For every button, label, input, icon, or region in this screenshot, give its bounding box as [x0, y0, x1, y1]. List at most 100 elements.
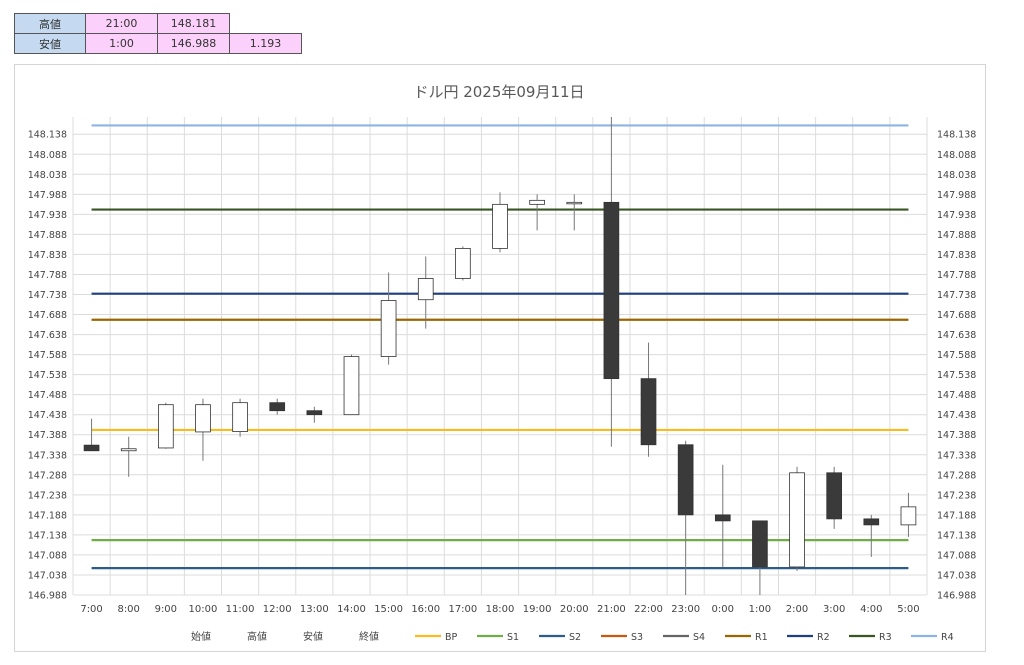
legend-label: R3: [879, 632, 892, 643]
y-tick-label-left: 146.988: [28, 591, 67, 602]
candlestick-chart: ドル円 2025年09月11日 148.138 148.138 148.088 148…: [28, 83, 977, 643]
x-tick-label: 8:00: [117, 604, 139, 615]
y-tick-label-right: 147.488: [937, 390, 976, 401]
x-tick-label: 20:00: [560, 604, 589, 615]
x-tick-label: 3:00: [823, 604, 845, 615]
candle-body: [157, 404, 174, 449]
y-tick-label-right: 147.738: [937, 290, 976, 301]
legend-label: 安値: [303, 630, 323, 643]
x-tick-label: 22:00: [634, 604, 663, 615]
candle-body: [232, 402, 248, 432]
candle-body: [83, 444, 100, 452]
y-tick-label-left: 147.738: [28, 290, 67, 301]
candle-body: [677, 444, 694, 516]
candle-body: [789, 472, 805, 568]
legend-label: 高値: [247, 630, 267, 643]
summary-extra: [230, 14, 302, 34]
x-tick-label: 9:00: [155, 604, 177, 615]
y-tick-label-right: 148.038: [937, 170, 976, 181]
x-tick-label: 15:00: [374, 604, 403, 615]
y-tick-label-left: 147.188: [28, 510, 67, 521]
y-tick-label-right: 147.188: [937, 510, 976, 521]
y-tick-label-left: 147.888: [28, 230, 67, 241]
legend-label: 終値: [359, 630, 379, 643]
x-tick-label: 17:00: [448, 604, 477, 615]
y-tick-label-left: 147.688: [28, 310, 67, 321]
y-tick-label-left: 147.338: [28, 450, 67, 461]
x-tick-label: 5:00: [897, 604, 919, 615]
y-tick-label-left: 147.588: [28, 350, 67, 361]
y-tick-label-right: 147.938: [937, 210, 976, 221]
candle-body: [640, 378, 657, 446]
y-tick-label-left: 147.388: [28, 430, 67, 441]
x-tick-label: 10:00: [189, 604, 218, 615]
y-tick-label-left: 147.988: [28, 190, 67, 201]
legend-label: BP: [445, 632, 458, 643]
summary-label: 安値: [14, 33, 86, 54]
y-tick-label-left: 147.288: [28, 470, 67, 481]
x-tick-label: 19:00: [523, 604, 552, 615]
y-tick-label-left: 147.538: [28, 370, 67, 381]
y-tick-label-right: 146.988: [937, 591, 976, 602]
chart-title: ドル円 2025年09月11日: [413, 83, 584, 101]
y-tick-label-left: 147.638: [28, 330, 67, 341]
candle-body: [714, 514, 731, 522]
y-tick-label-left: 147.238: [28, 490, 67, 501]
summary-range: 1.193: [229, 33, 302, 54]
legend-label: R4: [941, 632, 954, 643]
y-tick-label-left: 147.838: [28, 250, 67, 261]
candle-body: [863, 518, 880, 526]
y-tick-label-right: 147.588: [937, 350, 976, 361]
candle-body: [603, 201, 620, 380]
x-tick-label: 4:00: [860, 604, 882, 615]
x-tick-label: 12:00: [263, 604, 292, 615]
candle-body: [269, 402, 286, 412]
y-tick-label-right: 147.888: [937, 230, 976, 241]
y-tick-label-left: 148.038: [28, 170, 67, 181]
x-tick-label: 13:00: [300, 604, 329, 615]
legend-label: R2: [817, 632, 830, 643]
y-tick-label-right: 147.338: [937, 450, 976, 461]
legend-label: 始値: [191, 630, 211, 643]
candle-body: [306, 410, 323, 416]
y-tick-label-right: 148.088: [937, 150, 976, 161]
y-tick-label-right: 147.238: [937, 490, 976, 501]
y-tick-label-right: 147.688: [937, 310, 976, 321]
candle-body: [566, 201, 583, 205]
x-tick-label: 14:00: [337, 604, 366, 615]
candle-body: [120, 448, 137, 452]
y-tick-label-left: 147.138: [28, 530, 67, 541]
x-tick-label: 21:00: [597, 604, 626, 615]
y-tick-label-left: 147.488: [28, 390, 67, 401]
x-tick-label: 7:00: [80, 604, 102, 615]
summary-row-low: 安値 1:00 146.988 1.193: [14, 33, 302, 54]
y-tick-label-right: 147.438: [937, 410, 976, 421]
y-tick-label-left: 148.138: [28, 130, 67, 141]
summary-time: 1:00: [85, 33, 158, 54]
x-tick-label: 1:00: [749, 604, 771, 615]
chart-area: ドル円 2025年09月11日 148.138 148.138 148.088 148…: [14, 64, 986, 652]
summary-price: 148.181: [157, 13, 230, 34]
y-tick-label-right: 147.988: [937, 190, 976, 201]
y-tick-label-left: 147.088: [28, 550, 67, 561]
y-tick-label-right: 147.638: [937, 330, 976, 341]
y-tick-label-left: 148.088: [28, 150, 67, 161]
y-tick-label-right: 147.788: [937, 270, 976, 281]
candle-body: [529, 199, 545, 205]
x-tick-label: 16:00: [411, 604, 440, 615]
candle-body: [492, 203, 508, 249]
candle-body: [417, 278, 434, 301]
candle-body: [455, 248, 471, 279]
summary-row-high: 高値 21:00 148.181: [14, 13, 302, 34]
candle-body: [752, 520, 768, 568]
candle-body: [900, 506, 917, 526]
y-tick-label-left: 147.938: [28, 210, 67, 221]
summary-price: 146.988: [157, 33, 230, 54]
candle-body: [343, 356, 360, 416]
summary-label: 高値: [14, 13, 86, 34]
legend-label: R1: [755, 632, 768, 643]
y-tick-label-right: 147.288: [937, 470, 976, 481]
summary-table: 高値 21:00 148.181 安値 1:00 146.988 1.193: [14, 13, 302, 54]
y-tick-label-right: 148.138: [937, 130, 976, 141]
legend-label: S2: [569, 632, 581, 643]
